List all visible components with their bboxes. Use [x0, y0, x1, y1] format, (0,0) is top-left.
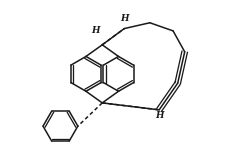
Text: H: H — [120, 14, 128, 23]
Text: H: H — [91, 26, 100, 35]
Text: H: H — [155, 111, 163, 120]
